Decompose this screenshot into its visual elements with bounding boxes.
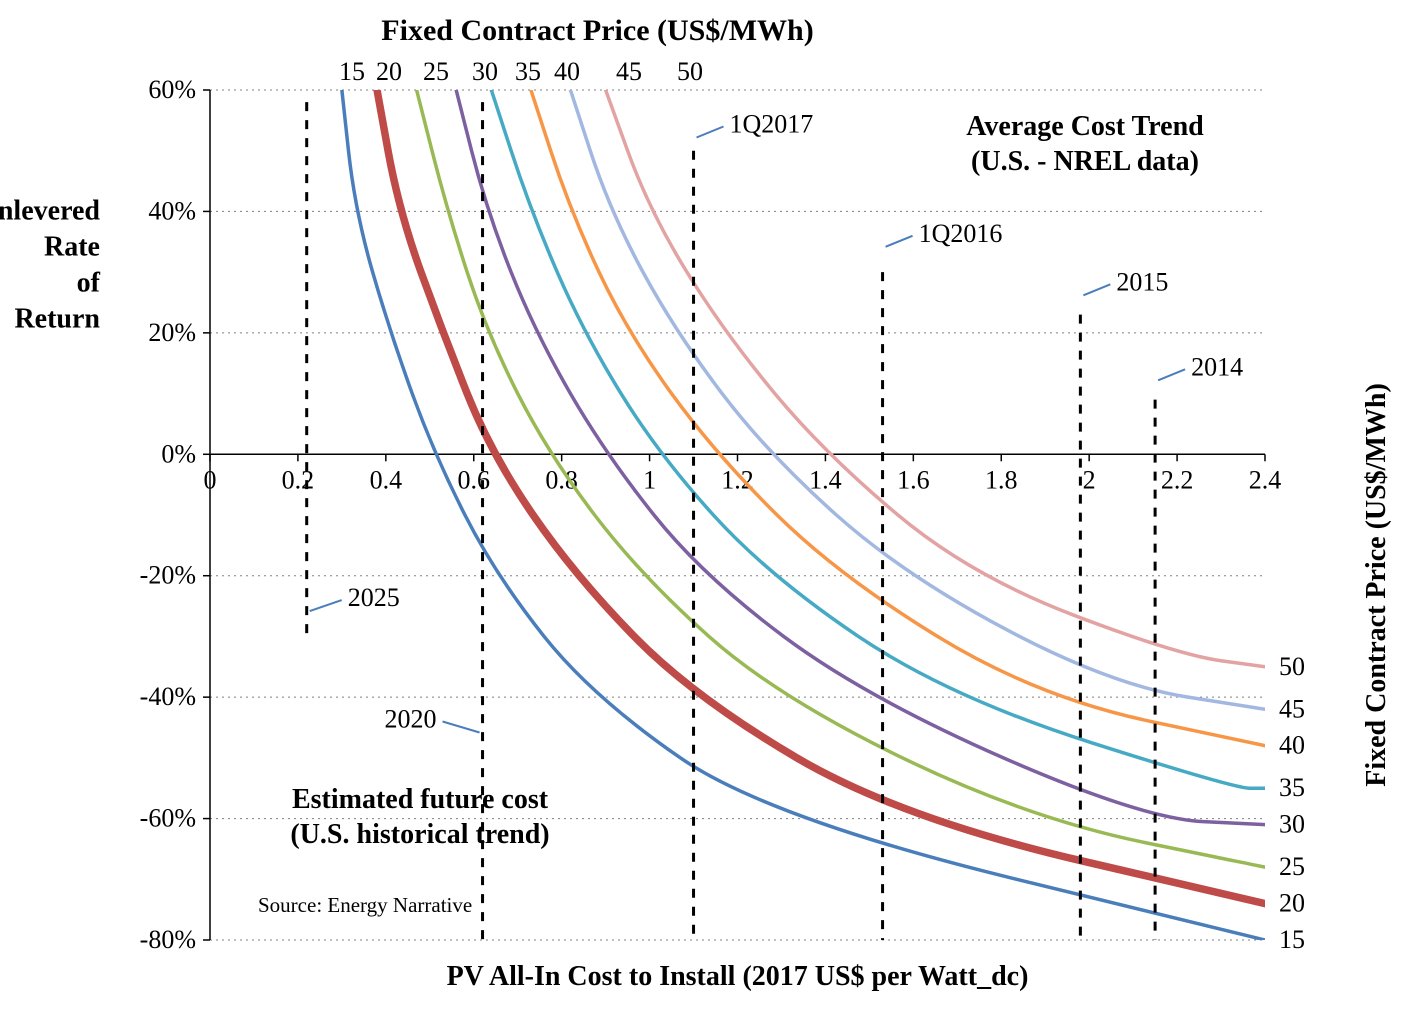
- right-series-label-25: 25: [1279, 852, 1305, 881]
- y-axis-label-line-0: Unlevered: [0, 195, 100, 226]
- x-tick-label: 0.6: [458, 465, 491, 494]
- top-series-label-50: 50: [677, 57, 703, 86]
- x-tick-label: 1.8: [985, 465, 1018, 494]
- y-tick-label: 40%: [148, 196, 196, 225]
- top-series-label-25: 25: [423, 57, 449, 86]
- x-tick-label: 1.2: [721, 465, 754, 494]
- year-label-2014: 2014: [1191, 352, 1243, 381]
- y-tick-label: 20%: [148, 318, 196, 347]
- y-tick-label: -20%: [140, 561, 196, 590]
- y-axis-label-line-3: Return: [14, 303, 100, 334]
- annotation-0: Average Cost Trend: [966, 111, 1204, 142]
- right-series-label-30: 30: [1279, 810, 1305, 839]
- year-label-2025: 2025: [348, 583, 400, 612]
- right-series-label-15: 15: [1279, 925, 1305, 954]
- chart-background: [0, 0, 1421, 1030]
- top-series-label-20: 20: [376, 57, 402, 86]
- year-label-1Q2016: 1Q2016: [919, 219, 1003, 248]
- x-tick-label: 1.6: [897, 465, 930, 494]
- top-series-label-40: 40: [554, 57, 580, 86]
- annotation-2: Estimated future cost: [292, 784, 549, 815]
- x-tick-label: 2: [1083, 465, 1096, 494]
- y-tick-label: -60%: [140, 804, 196, 833]
- year-label-1Q2017: 1Q2017: [730, 110, 814, 139]
- y-tick-label: 60%: [148, 75, 196, 104]
- annotation-1: (U.S. - NREL data): [971, 146, 1199, 177]
- x-tick-label: 1: [643, 465, 656, 494]
- y-tick-label: -80%: [140, 925, 196, 954]
- x-tick-label: 2.2: [1161, 465, 1194, 494]
- x-tick-label: 0.4: [370, 465, 403, 494]
- year-label-2015: 2015: [1116, 267, 1168, 296]
- top-series-label-30: 30: [472, 57, 498, 86]
- annotation-3: (U.S. historical trend): [290, 819, 549, 850]
- right-series-label-50: 50: [1279, 652, 1305, 681]
- top-series-label-45: 45: [616, 57, 642, 86]
- x-tick-label: 0.2: [282, 465, 315, 494]
- x-axis-label: PV All-In Cost to Install (2017 US$ per …: [447, 961, 1029, 992]
- y-axis-label-line-1: Rate: [44, 231, 100, 262]
- x-tick-label: 1.4: [809, 465, 842, 494]
- chart-svg: -80%-60%-40%-20%0%20%40%60%00.20.40.60.8…: [0, 0, 1421, 1030]
- year-label-2020: 2020: [385, 705, 437, 734]
- right-series-label-20: 20: [1279, 889, 1305, 918]
- chart-root: -80%-60%-40%-20%0%20%40%60%00.20.40.60.8…: [0, 0, 1421, 1030]
- x-tick-label: 0: [204, 465, 217, 494]
- right-series-label-40: 40: [1279, 731, 1305, 760]
- y-axis-label-line-2: of: [77, 267, 101, 298]
- right-series-label-45: 45: [1279, 694, 1305, 723]
- right-series-label-35: 35: [1279, 773, 1305, 802]
- annotation-4: Source: Energy Narrative: [258, 893, 472, 917]
- top-title: Fixed Contract Price (US$/MWh): [381, 14, 813, 47]
- top-series-label-15: 15: [339, 57, 365, 86]
- top-series-label-35: 35: [515, 57, 541, 86]
- right-axis-label: Fixed Contract Price (US$/MWh): [1361, 383, 1392, 787]
- x-tick-label: 2.4: [1249, 465, 1282, 494]
- y-tick-label: 0%: [161, 439, 196, 468]
- y-tick-label: -40%: [140, 682, 196, 711]
